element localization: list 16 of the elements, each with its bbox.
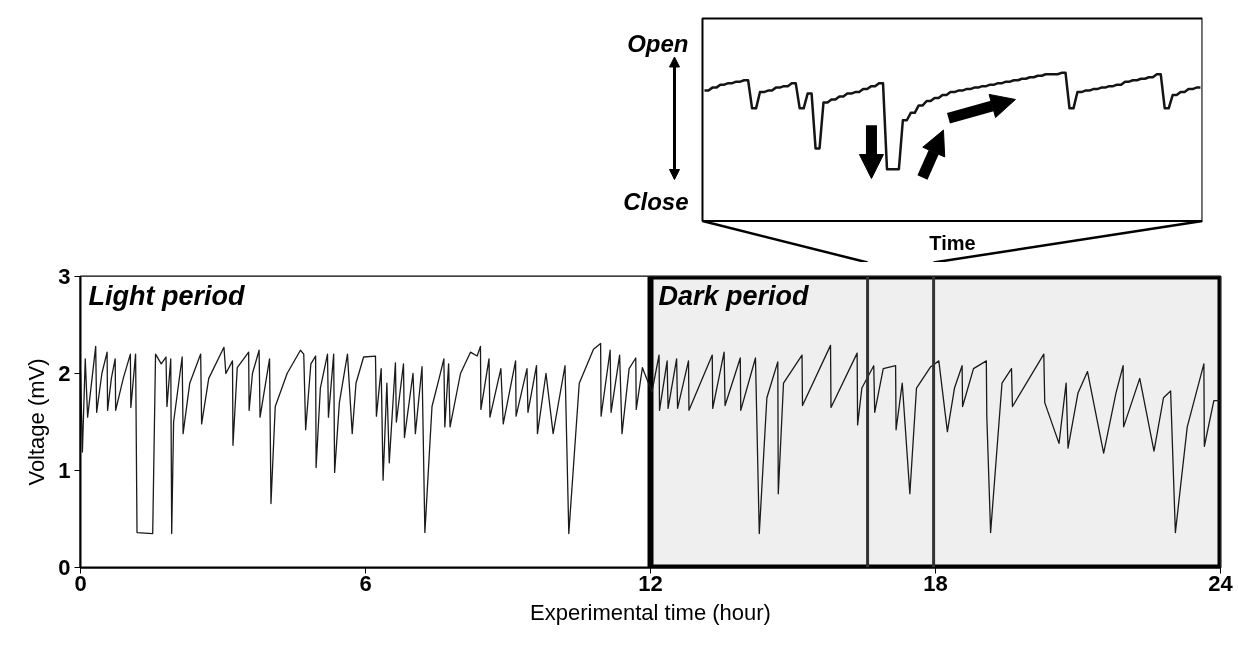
line-series [80,342,1221,535]
y-axis-title: Voltage (mV) [24,358,50,486]
y-tick-label: 1 [58,458,71,483]
y-tick-label: 2 [58,361,71,386]
x-tick-label: 6 [359,570,372,596]
x-axis-title: Time [929,231,976,254]
x-tick-label: 24 [1208,570,1234,596]
band-label: Light period [88,280,245,311]
text: Close [623,187,689,215]
y-tick-label: 3 [58,264,71,289]
x-tick-label: 0 [74,570,87,596]
text: Open [627,29,689,57]
x-tick-label: 18 [923,570,948,596]
x-axis-title: Experimental time (hour) [530,599,771,625]
band-label: Dark period [658,280,810,311]
x-tick-label: 12 [638,570,663,596]
